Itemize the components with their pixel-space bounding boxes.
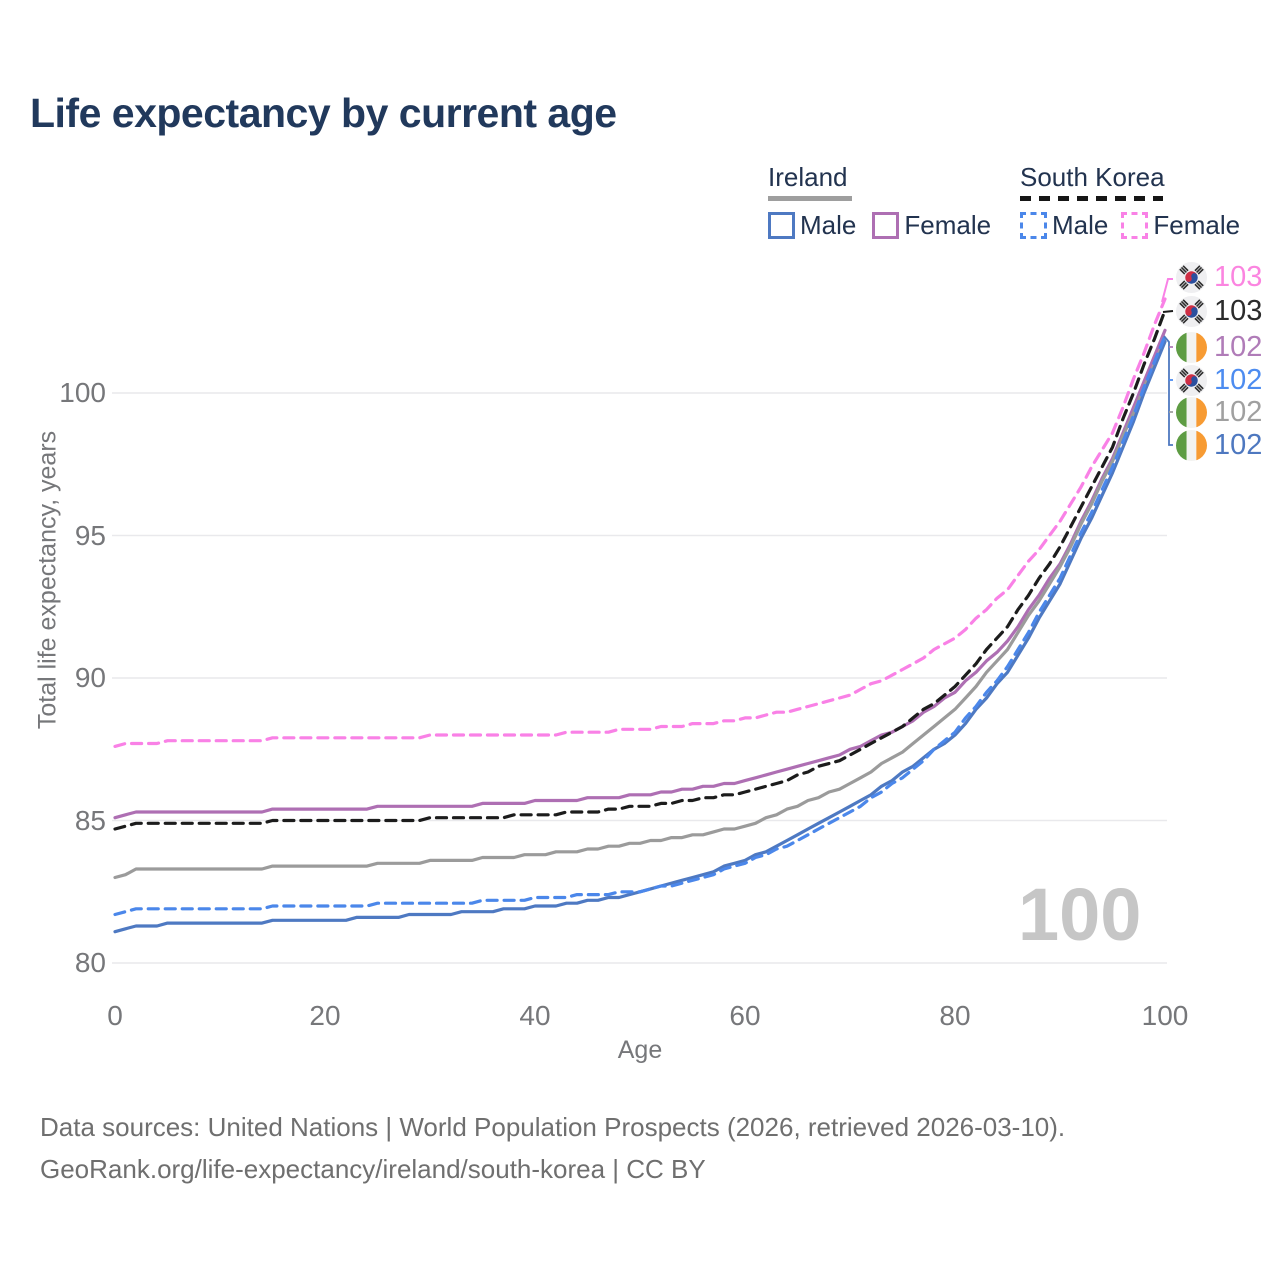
x-tick-label: 40 [519, 1000, 551, 1031]
ireland-flag-icon [1176, 429, 1207, 461]
legend-item-south-korea-female[interactable]: Female [1121, 210, 1240, 241]
legend-item-ireland-female[interactable]: Female [872, 210, 991, 241]
series-line-south-korea-female[interactable] [113, 297, 1167, 749]
y-tick-label: 100 [59, 377, 106, 408]
x-tick-label: 0 [107, 1000, 123, 1031]
series-end-label: 103 [1176, 294, 1262, 328]
end-label-value: 103 [1214, 260, 1263, 293]
end-label-value: 102 [1214, 363, 1263, 396]
footer-data-sources: Data sources: United Nations | World Pop… [40, 1112, 1066, 1142]
footer-attribution: GeoRank.org/life-expectancy/ireland/sout… [40, 1154, 706, 1184]
series-end-label: 102 [1176, 428, 1262, 462]
legend-group-south-korea-label[interactable]: South Korea [1020, 162, 1165, 192]
end-label-value: 102 [1214, 395, 1263, 428]
x-tick-label: 80 [939, 1000, 971, 1031]
leader-bracket [1163, 335, 1173, 446]
south-korea-flag-icon [1176, 295, 1207, 327]
page-title: Life expectancy by current age [30, 90, 617, 136]
end-label-value: 103 [1214, 294, 1263, 327]
end-label-value: 102 [1214, 330, 1263, 363]
y-tick-label: 95 [74, 519, 106, 551]
legend-group-ireland-label[interactable]: Ireland [768, 162, 848, 192]
y-tick-label: 90 [74, 662, 106, 693]
series-line-south-korea-both-sexes[interactable] [113, 308, 1167, 831]
series-line-ireland-both-sexes[interactable] [113, 337, 1167, 880]
south-korea-flag-icon [1176, 364, 1207, 396]
y-tick-label: 85 [74, 804, 106, 836]
series-end-label: 102 [1176, 395, 1262, 429]
ireland-flag-icon [1176, 396, 1207, 428]
end-label-value: 102 [1214, 428, 1263, 461]
leader-sk-female [1161, 278, 1173, 303]
legend-item-label: Female [1153, 210, 1241, 240]
legend-item-south-korea-male[interactable]: Male [1020, 210, 1108, 241]
series-end-label: 102 [1176, 330, 1262, 364]
legend-ireland-solid-line-swatch [768, 196, 852, 201]
series-end-label: 102 [1176, 363, 1262, 397]
footer: Data sources: United Nations | World Pop… [40, 1106, 1065, 1190]
south-korea-male-swatch-icon [1020, 212, 1047, 239]
x-axis-title: Age [617, 1036, 663, 1064]
x-tick-label: 20 [309, 1000, 341, 1031]
ireland-flag-icon [1176, 331, 1207, 363]
series-end-label: 103 [1176, 260, 1262, 294]
legend-south-korea-dashed-line-swatch [1020, 196, 1163, 201]
series-line-south-korea-male[interactable] [113, 334, 1167, 917]
age-watermark: 100 [1018, 873, 1142, 956]
x-tick-label: 60 [729, 1000, 761, 1031]
legend-item-ireland-male[interactable]: Male [768, 210, 856, 241]
ireland-female-swatch-icon [872, 212, 900, 239]
south-korea-flag-icon [1176, 261, 1207, 293]
legend-group-ireland: Ireland Male Female [768, 162, 991, 241]
leader-sk-total [1162, 310, 1174, 313]
legend-group-south-korea: South Korea Male Female [1020, 162, 1240, 241]
legend-item-label: Male [800, 210, 857, 240]
legend-item-label: Female [904, 210, 992, 240]
legend-item-label: Male [1052, 210, 1109, 240]
south-korea-female-swatch-icon [1121, 212, 1149, 239]
y-tick-label: 80 [74, 947, 106, 978]
ireland-male-swatch-icon [768, 212, 795, 239]
x-tick-label: 100 [1141, 1000, 1189, 1031]
series-line-ireland-female[interactable] [113, 328, 1167, 820]
